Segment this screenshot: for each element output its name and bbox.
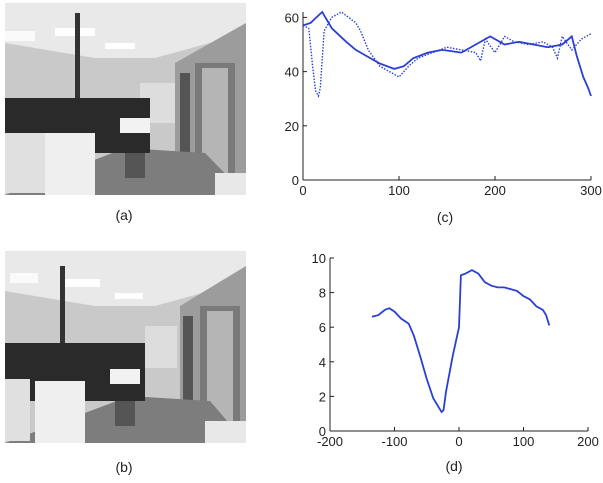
y-tick-label: 60 — [285, 10, 299, 25]
series-line-1 — [371, 269, 551, 414]
x-tick-label: 200 — [577, 434, 599, 449]
series-line-1 — [302, 10, 592, 97]
caption-a: (a) — [115, 207, 133, 223]
corridor-photo-a — [5, 3, 246, 195]
y-tick-label: 8 — [319, 286, 326, 301]
y-tick-label: 10 — [312, 251, 326, 266]
x-tick-label: 100 — [388, 183, 410, 198]
caption-d: (d) — [445, 458, 463, 474]
y-tick-label: 40 — [285, 65, 299, 80]
x-tick-label: 0 — [455, 434, 462, 449]
x-tick-label: 100 — [513, 434, 535, 449]
corridor-photo-b — [5, 251, 246, 443]
series-line-2 — [302, 11, 592, 98]
caption-b: (b) — [115, 459, 133, 475]
chart-c: 0 100 200 300 0 20 40 60 — [285, 10, 602, 198]
x-tick-label: -100 — [381, 434, 407, 449]
chart-d: -200 -100 0 100 200 0 2 4 6 8 10 — [312, 251, 599, 449]
x-tick-label: 0 — [299, 183, 306, 198]
y-tick-label: 4 — [319, 355, 326, 370]
x-tick-label: -200 — [317, 434, 343, 449]
y-tick-label: 2 — [319, 389, 326, 404]
x-tick-label: 200 — [484, 183, 506, 198]
y-tick-label: 0 — [319, 424, 326, 439]
y-tick-label: 6 — [319, 320, 326, 335]
y-tick-label: 0 — [292, 173, 299, 188]
x-tick-label: 300 — [580, 183, 602, 198]
y-tick-label: 20 — [285, 119, 299, 134]
caption-c: (c) — [436, 209, 454, 225]
